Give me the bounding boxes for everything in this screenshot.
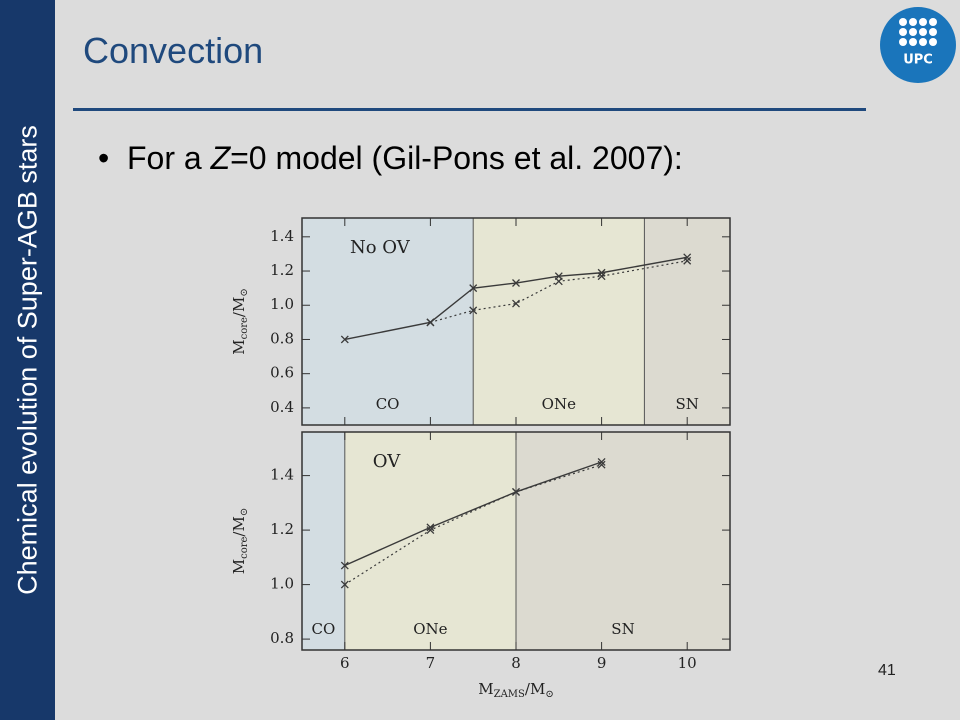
region-label: CO	[312, 620, 336, 638]
y-tick-label: 0.8	[270, 629, 294, 647]
marker	[469, 306, 478, 315]
x-tick-label: 8	[511, 654, 521, 672]
axis-label: Mcore/M⊙	[230, 288, 250, 355]
bullet-text: For a	[126, 140, 211, 176]
axis-label-sub: ⊙	[239, 508, 250, 516]
x-tick-label: 7	[426, 654, 436, 672]
marker	[597, 272, 606, 281]
axis-label: Mcore/M⊙	[230, 508, 250, 575]
y-tick-label: 1.2	[270, 520, 294, 538]
marker	[426, 318, 435, 327]
region	[473, 218, 645, 425]
axis-label-sub: ⊙	[545, 689, 553, 700]
axis-label-part: M	[230, 559, 248, 574]
marker	[683, 253, 692, 262]
x-tick-label: 9	[597, 654, 607, 672]
y-tick-label: 1.2	[270, 261, 294, 279]
title-rule	[73, 108, 866, 111]
axis-label-sub: core	[239, 536, 250, 558]
marker	[683, 256, 692, 265]
series-line	[344, 464, 602, 586]
region	[302, 218, 474, 425]
region-label: SN	[675, 395, 698, 413]
marker	[597, 268, 606, 277]
region	[344, 432, 516, 650]
axis-label: MZAMS/M⊙	[478, 680, 553, 700]
marker	[426, 526, 435, 535]
region-label: CO	[376, 395, 400, 413]
region-label: SN	[611, 620, 634, 638]
marker	[512, 299, 520, 308]
series-line	[430, 260, 688, 323]
marker	[426, 523, 435, 532]
slide-title: Convection	[83, 30, 264, 71]
y-tick-label: 1.0	[270, 295, 294, 313]
axis-label-part: M	[230, 339, 248, 354]
marker	[340, 335, 349, 344]
marker	[340, 561, 349, 570]
logo-circle	[880, 7, 956, 83]
y-tick-label: 0.4	[270, 398, 294, 416]
region-label: ONe	[413, 620, 447, 638]
bullet-text: =0 model (Gil-Pons et al. 2007):	[230, 140, 683, 176]
y-tick-label: 1.0	[270, 575, 294, 593]
annotation: OV	[373, 451, 401, 472]
y-tick-label: 0.6	[270, 364, 294, 382]
marker	[512, 279, 520, 287]
axis-label-part: M	[478, 680, 493, 698]
logo-text: UPC	[903, 53, 933, 68]
marker	[597, 458, 606, 466]
bullet: • For a Z=0 model (Gil-Pons et al. 2007)…	[98, 140, 683, 176]
axis-label-sub: ZAMS	[494, 689, 525, 700]
page-number: 41	[878, 662, 896, 679]
region	[644, 218, 730, 425]
y-tick-label: 0.8	[270, 329, 294, 347]
logo-dots	[899, 18, 937, 46]
y-tick-label: 1.4	[270, 466, 294, 484]
annotation: No OV	[350, 237, 411, 258]
marker	[597, 460, 606, 469]
region-label: ONe	[542, 395, 576, 413]
marker	[340, 580, 349, 589]
axis-label-part: /M	[525, 680, 545, 698]
axis-label-sub: ⊙	[239, 288, 250, 296]
marker	[512, 487, 520, 496]
region	[516, 432, 730, 650]
x-tick-label: 6	[340, 654, 350, 672]
marker	[469, 284, 478, 293]
series-line	[344, 461, 602, 567]
marker	[554, 277, 563, 286]
sidebar: Chemical evolution of Super-AGB stars	[0, 0, 55, 720]
y-tick-label: 1.4	[270, 227, 294, 245]
x-tick-label: 10	[678, 654, 697, 672]
bullet-italic: Z	[210, 140, 231, 176]
axis-label-part: /M	[230, 297, 248, 317]
axis-label-part: /M	[230, 516, 248, 536]
region	[302, 432, 345, 650]
logo: UPC	[880, 7, 956, 83]
axis-label-sub: core	[239, 317, 250, 339]
